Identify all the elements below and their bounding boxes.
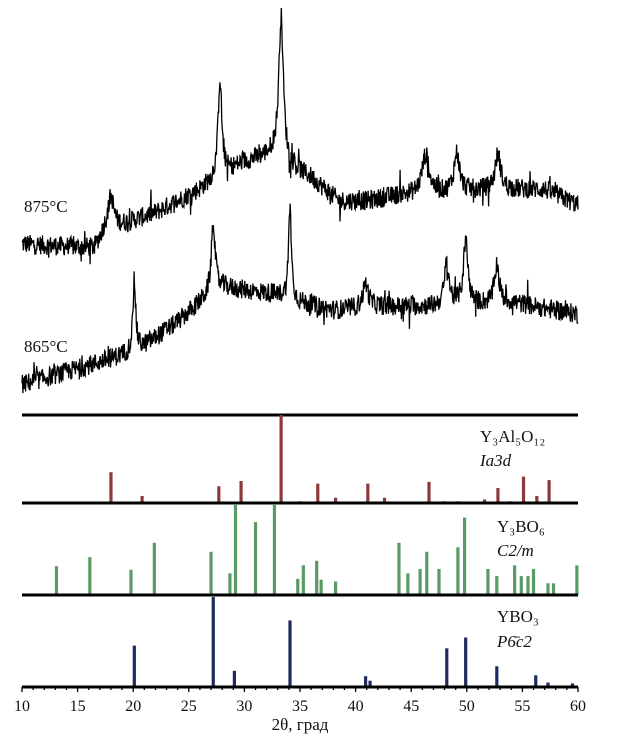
stick-line bbox=[521, 476, 526, 503]
stick-line bbox=[233, 505, 238, 595]
stick-line bbox=[418, 568, 422, 595]
stick-line bbox=[54, 566, 59, 595]
stick-line bbox=[315, 560, 319, 595]
stick-line bbox=[486, 568, 490, 595]
x-tick-label: 20 bbox=[125, 698, 141, 715]
stick-line bbox=[406, 573, 410, 595]
stick-line bbox=[296, 578, 300, 595]
xrd-trace-0 bbox=[21, 7, 579, 265]
stick-line bbox=[368, 680, 372, 687]
stick-line bbox=[575, 565, 579, 595]
x-tick-label: 10 bbox=[14, 698, 30, 715]
stick-line bbox=[551, 583, 556, 595]
stick-line bbox=[109, 472, 113, 503]
stick-line bbox=[228, 573, 232, 595]
stick-line bbox=[534, 675, 538, 687]
stick-line bbox=[140, 495, 144, 503]
series-label-865: 865°C bbox=[24, 337, 68, 356]
stick-line bbox=[570, 683, 575, 687]
stick-line bbox=[129, 569, 133, 595]
reference-stick-patterns bbox=[22, 413, 579, 689]
stick-line bbox=[526, 576, 530, 595]
x-axis: 10 15 20 25 30 35 40 45 50 55 60 bbox=[14, 687, 586, 715]
stick-line bbox=[437, 568, 441, 595]
stick-line bbox=[464, 637, 468, 687]
stick-line bbox=[239, 481, 243, 503]
stick-line bbox=[445, 648, 449, 687]
stick-line bbox=[88, 557, 92, 595]
stick-line bbox=[519, 576, 523, 595]
stick-line bbox=[513, 565, 517, 595]
stick-line bbox=[546, 682, 550, 687]
stick-line bbox=[535, 495, 539, 503]
stick-line bbox=[397, 542, 401, 595]
stick-line bbox=[546, 583, 550, 595]
x-tick-label: 45 bbox=[403, 698, 419, 715]
stick-line bbox=[496, 488, 500, 503]
stick-line bbox=[427, 481, 431, 503]
phase-spacegroup-y3bo6: C2/m bbox=[497, 541, 534, 560]
stick-line bbox=[272, 505, 277, 595]
x-tick-label: 35 bbox=[292, 698, 308, 715]
stick-line bbox=[482, 499, 487, 503]
x-tick-label: 50 bbox=[459, 698, 475, 715]
x-tick-label: 60 bbox=[570, 698, 586, 715]
x-tick-label: 25 bbox=[181, 698, 197, 715]
stick-line bbox=[547, 480, 551, 503]
phase-name-y3bo6: Y₃BO₆ bbox=[497, 517, 545, 536]
stick-line bbox=[217, 486, 221, 503]
stick-line bbox=[456, 547, 460, 595]
stick-line bbox=[531, 568, 536, 595]
x-tick-label: 30 bbox=[236, 698, 252, 715]
stick-line bbox=[319, 579, 323, 595]
stick-line bbox=[495, 576, 499, 595]
stick-line bbox=[364, 676, 368, 687]
stick-line bbox=[333, 581, 338, 595]
stick-line bbox=[333, 497, 338, 503]
stick-line bbox=[301, 565, 305, 595]
stick-line bbox=[211, 597, 215, 687]
stick-line bbox=[279, 415, 283, 503]
stick-line bbox=[366, 483, 370, 503]
stick-line bbox=[232, 670, 236, 687]
x-axis-title: 2θ, град bbox=[272, 715, 329, 734]
x-tick-label: 40 bbox=[348, 698, 364, 715]
stick-line bbox=[316, 483, 320, 503]
xrd-trace-1 bbox=[21, 203, 579, 394]
phase-name-yag: Y₃Al₅O₁₂ bbox=[480, 427, 545, 446]
stick-line bbox=[462, 517, 467, 595]
phase-spacegroup-yag: Ia3d bbox=[479, 451, 512, 470]
series-label-875: 875°C bbox=[24, 197, 68, 216]
xrd-traces bbox=[21, 7, 579, 394]
stick-line bbox=[495, 666, 499, 687]
stick-line bbox=[382, 497, 387, 503]
stick-line bbox=[425, 551, 429, 595]
x-tick-label: 15 bbox=[70, 698, 86, 715]
stick-line bbox=[253, 522, 258, 595]
stick-line bbox=[209, 551, 213, 595]
stick-line bbox=[288, 620, 292, 687]
stick-line bbox=[152, 542, 156, 595]
phase-spacegroup-ybo3: P6̄c2 bbox=[496, 632, 532, 651]
x-tick-label: 55 bbox=[514, 698, 530, 715]
stick-line bbox=[132, 645, 136, 687]
phase-name-ybo3: YBO₃ bbox=[497, 607, 539, 626]
